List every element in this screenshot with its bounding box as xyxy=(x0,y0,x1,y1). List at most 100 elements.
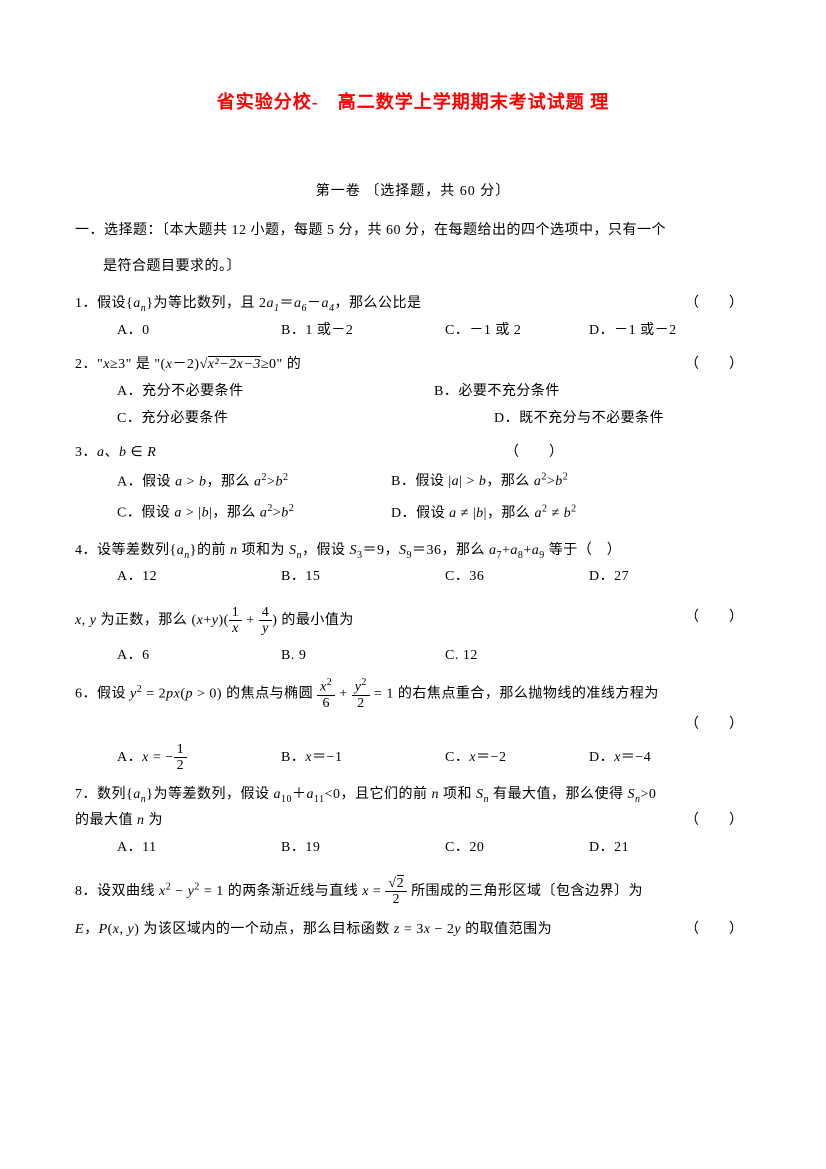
q4-t3: 项和为 xyxy=(237,543,289,558)
q4-t6: ＝36，那么 xyxy=(412,543,489,558)
q2-opt-d: D．既不充分与不必要条件 xyxy=(434,406,751,433)
q1-opt-b: B．1 或－2 xyxy=(281,318,441,345)
q5-t1: 为正数，那么 xyxy=(96,613,191,628)
q7-stem: 7．数列{an}为等差数列，假设 a10＋a11<0，且它们的前 n 项和 Sn… xyxy=(75,782,751,809)
q2-stem: 2．"x≥3" 是 "(x－2)√x²−2x−3≥0" 的 （ ） xyxy=(75,352,751,379)
q1-options: A．0 B．1 或－2 C．－1 或 2 D．－1 或－2 xyxy=(75,318,751,345)
q5-options: A．6 B. 9 C. 12 xyxy=(75,643,751,670)
q6-opt-b: B．x＝−1 xyxy=(281,745,441,772)
question-8: 8．设双曲线 x2 − y2 = 1 的两条渐近线与直线 x = √22 所围成… xyxy=(75,876,751,944)
q4-stem: 4．设等差数列{an}的前 n 项和为 Sn，假设 S3＝9，S9＝36，那么 … xyxy=(75,538,751,565)
q5-stem: x, y 为正数，那么 (x+y)(1x + 4y) 的最小值为 （ ） xyxy=(75,605,751,637)
q3-opt-b: B．假设 |a| > b，那么 a2>b2 xyxy=(391,474,568,489)
q4-opt-c: C．36 xyxy=(445,564,585,591)
q7-opt-d: D．21 xyxy=(589,835,629,862)
q6-stem: 6．假设 y2 = 2px(p > 0) 的焦点与椭圆 x26 + y22 = … xyxy=(75,677,751,711)
q6-t2: 的焦点与椭圆 xyxy=(222,687,317,702)
q7-opt-c: C．20 xyxy=(445,835,585,862)
q8-l2b: 为该区域内的一个动点，那么目标函数 xyxy=(139,922,394,937)
q2-paren: （ ） xyxy=(685,352,751,379)
q4-t1: 4．设等差数列 xyxy=(75,543,170,558)
q5-t2: 的最小值为 xyxy=(277,613,354,628)
q4-t4: ，假设 xyxy=(302,543,350,558)
q4-t5: ＝9， xyxy=(362,543,399,558)
q2-opt-a: A．充分不必要条件 xyxy=(117,379,434,406)
q1-opt-a: A．0 xyxy=(117,318,277,345)
q3-opt-d: D．假设 a ≠ |b|，那么 a2 ≠ b2 xyxy=(391,506,577,521)
q3-t2: 、 xyxy=(105,445,120,460)
question-1: 1．假设{an}为等比数列，且 2a1＝a6－a4，那么公比是 （ ） A．0 … xyxy=(75,291,751,344)
section-header: 第一卷 〔选择题，共 60 分〕 xyxy=(75,179,751,206)
q7-opt-a: A．11 xyxy=(117,835,277,862)
q5-opt-c: C. 12 xyxy=(445,643,585,670)
q8-t3: 所围成的三角形区域〔包含边界〕为 xyxy=(407,884,643,899)
q2-t4: ≥0" 的 xyxy=(261,357,301,372)
q5-opt-a: A．6 xyxy=(117,643,277,670)
q3-opt-a: A．假设 a > b，那么 a2>b2 xyxy=(117,467,387,498)
q5-opt-b: B. 9 xyxy=(281,643,441,670)
q2-options-row2: C．充分必要条件 D．既不充分与不必要条件 xyxy=(75,406,751,433)
q1-text3: ，那么公比是 xyxy=(334,296,421,311)
q5-paren: （ ） xyxy=(685,605,751,632)
q7-t3: ＋ xyxy=(292,787,307,802)
q2-t1: 2．" xyxy=(75,357,103,372)
q8-line2: E，P(x, y) 为该区域内的一个动点，那么目标函数 z = 3x − 2y … xyxy=(75,917,751,944)
instruction-line-1: 一．选择题：〔本大题共 12 小题，每题 5 分，共 60 分，在每题给出的四个… xyxy=(75,218,751,245)
q3-row2: C．假设 a > |b|，那么 a2>b2 D．假设 a ≠ |b|，那么 a2… xyxy=(75,498,751,529)
q6-opt-c: C．x＝−2 xyxy=(445,745,585,772)
q4-opt-d: D．27 xyxy=(589,564,629,591)
q1-opt-c: C．－1 或 2 xyxy=(445,318,585,345)
q1-opt-d: D．－1 或－2 xyxy=(589,318,677,345)
q7-paren: （ ） xyxy=(685,808,751,835)
q8-l2c: 的取值范围为 xyxy=(461,922,552,937)
question-6: 6．假设 y2 = 2px(p > 0) 的焦点与椭圆 x26 + y22 = … xyxy=(75,677,751,773)
q6-opt-d: D．x＝−4 xyxy=(589,745,651,772)
q7-t2: }为等差数列，假设 xyxy=(146,787,273,802)
q1-text: 1．假设{ xyxy=(75,296,133,311)
q7-line2: 的最大值 n 为 （ ） xyxy=(75,808,751,835)
question-3: 3．a、b ∈ R （ ） A．假设 a > b，那么 a2>b2 B．假设 |… xyxy=(75,440,751,530)
q8-paren: （ ） xyxy=(685,917,751,944)
q7-opt-b: B．19 xyxy=(281,835,441,862)
q6-t3: 的右焦点重合，那么抛物线的准线方程为 xyxy=(394,687,659,702)
q3-t3: ∈ xyxy=(127,445,148,460)
q8-t1: 8．设双曲线 xyxy=(75,884,159,899)
q2-opt-c: C．充分必要条件 xyxy=(117,406,434,433)
q8-t2: 的两条渐近线与直线 xyxy=(224,884,363,899)
q6-t1: 6．假设 xyxy=(75,687,130,702)
q2-t3: －2) xyxy=(172,357,199,372)
q1-text2: }为等比数列，且 2 xyxy=(146,296,266,311)
q8-stem: 8．设双曲线 x2 − y2 = 1 的两条渐近线与直线 x = √22 所围成… xyxy=(75,876,751,908)
q3-row1: A．假设 a > b，那么 a2>b2 B．假设 |a| > b，那么 a2>b… xyxy=(75,467,751,498)
q6-opt-a: A．x = −12 xyxy=(117,742,277,774)
q1-eq: ＝ xyxy=(279,296,294,311)
q2-opt-b: B．必要不充分条件 xyxy=(434,379,751,406)
q4-t7: 等于（ ） xyxy=(545,543,622,558)
q7-l2a: 的最大值 xyxy=(75,813,137,828)
q7-t6: 有最大值，那么使得 xyxy=(489,787,628,802)
q4-opt-b: B．15 xyxy=(281,564,441,591)
q7-t5: 项和 xyxy=(439,787,476,802)
q7-t1: 7．数列{ xyxy=(75,787,133,802)
q3-t1: 3． xyxy=(75,445,97,460)
q8-l2a: ， xyxy=(84,922,99,937)
question-4: 4．设等差数列{an}的前 n 项和为 Sn，假设 S3＝9，S9＝36，那么 … xyxy=(75,538,751,591)
q7-t7: >0 xyxy=(641,787,657,802)
q1-stem: 1．假设{an}为等比数列，且 2a1＝a6－a4，那么公比是 （ ） xyxy=(75,291,751,318)
q2-t2: ≥3" 是 "( xyxy=(110,357,166,372)
q7-t4: <0，且它们的前 xyxy=(325,787,432,802)
q7-l2b: 为 xyxy=(145,813,164,828)
q2-options-row1: A．充分不必要条件 B．必要不充分条件 xyxy=(75,379,751,406)
q3-paren: （ ） xyxy=(505,440,571,467)
q3-stem: 3．a、b ∈ R （ ） xyxy=(75,440,751,467)
q1-paren: （ ） xyxy=(685,291,751,318)
question-2: 2．"x≥3" 是 "(x－2)√x²−2x−3≥0" 的 （ ） A．充分不必… xyxy=(75,352,751,432)
question-7: 7．数列{an}为等差数列，假设 a10＋a11<0，且它们的前 n 项和 Sn… xyxy=(75,782,751,862)
q3-opt-c: C．假设 a > |b|，那么 a2>b2 xyxy=(117,498,387,529)
exam-title: 省实验分校- 高二数学上学期期末考试试题 理 xyxy=(75,85,751,119)
q7-options: A．11 B．19 C．20 D．21 xyxy=(75,835,751,862)
q6-paren-line: （ ） xyxy=(75,712,751,738)
q6-options: A．x = −12 B．x＝−1 C．x＝−2 D．x＝−4 xyxy=(75,742,751,774)
question-5: x, y 为正数，那么 (x+y)(1x + 4y) 的最小值为 （ ） A．6… xyxy=(75,605,751,669)
q4-options: A．12 B．15 C．36 D．27 xyxy=(75,564,751,591)
